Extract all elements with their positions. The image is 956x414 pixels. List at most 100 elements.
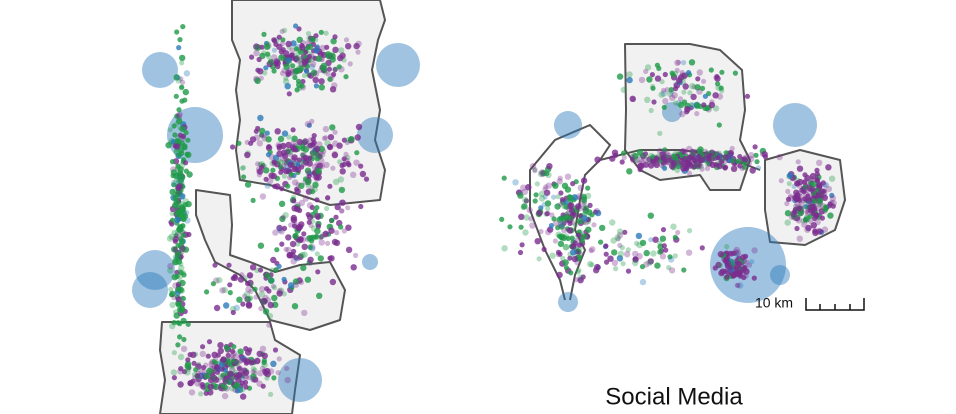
point <box>689 102 696 110</box>
point <box>688 59 696 66</box>
point <box>203 373 210 380</box>
point <box>255 161 261 167</box>
point <box>692 158 698 164</box>
point <box>354 150 360 156</box>
point <box>261 352 268 359</box>
point <box>217 342 224 349</box>
point <box>786 181 792 187</box>
point <box>305 178 312 186</box>
point <box>762 154 769 160</box>
point <box>552 182 559 189</box>
point <box>325 240 331 246</box>
point <box>558 201 564 207</box>
point <box>594 209 602 217</box>
point <box>230 348 236 354</box>
point <box>275 370 281 376</box>
point <box>298 60 305 68</box>
point <box>281 276 287 282</box>
point <box>315 223 321 230</box>
point <box>807 204 814 211</box>
point <box>334 203 341 211</box>
point <box>314 197 320 203</box>
point <box>173 143 181 150</box>
point <box>784 201 790 207</box>
point <box>246 272 254 279</box>
point <box>341 57 347 63</box>
point <box>293 147 299 153</box>
point <box>276 224 283 232</box>
point <box>814 167 820 173</box>
point <box>170 173 176 179</box>
point <box>339 168 346 175</box>
point <box>581 198 588 204</box>
point <box>718 269 725 277</box>
point <box>810 177 816 183</box>
point <box>816 197 823 205</box>
point <box>650 250 657 257</box>
point <box>172 282 179 289</box>
point <box>791 214 797 220</box>
point <box>580 233 588 240</box>
point <box>171 179 178 186</box>
point <box>314 151 321 159</box>
point <box>232 361 238 367</box>
point <box>271 375 277 381</box>
caption: Social Media <box>605 383 743 410</box>
point <box>177 172 183 178</box>
point <box>180 24 186 30</box>
point <box>243 296 251 303</box>
point <box>555 194 561 200</box>
point <box>575 205 583 212</box>
point <box>702 148 709 154</box>
point <box>259 127 266 135</box>
point <box>250 366 256 372</box>
point <box>325 71 331 77</box>
point <box>301 251 308 258</box>
point <box>249 264 257 271</box>
point <box>315 55 322 62</box>
point <box>638 76 646 84</box>
point <box>624 251 631 258</box>
point <box>609 155 616 162</box>
point <box>242 293 248 299</box>
point <box>318 234 324 240</box>
point <box>171 320 177 326</box>
point <box>176 152 182 158</box>
point <box>521 203 528 210</box>
point <box>242 369 250 376</box>
point <box>172 258 179 266</box>
point <box>299 83 305 89</box>
point <box>318 239 325 246</box>
point <box>205 353 211 359</box>
point <box>358 203 364 210</box>
point <box>258 306 264 312</box>
point <box>290 40 297 47</box>
point <box>285 60 293 67</box>
point <box>329 278 337 286</box>
point <box>557 240 565 248</box>
point <box>295 167 302 173</box>
point <box>332 178 340 185</box>
point <box>263 176 269 182</box>
point <box>668 256 675 263</box>
point <box>674 160 682 167</box>
point <box>666 265 672 271</box>
point <box>822 182 828 188</box>
point <box>257 242 265 249</box>
point <box>353 159 360 166</box>
point <box>754 159 760 165</box>
point <box>719 88 725 94</box>
point <box>693 162 700 169</box>
point <box>227 379 233 386</box>
point <box>722 257 729 264</box>
point <box>286 67 293 74</box>
point <box>291 198 297 204</box>
point <box>719 69 725 75</box>
point <box>291 303 299 310</box>
point <box>501 175 507 181</box>
point <box>647 212 654 219</box>
point <box>231 344 237 350</box>
point <box>185 200 192 208</box>
point <box>806 197 813 204</box>
point <box>679 110 686 118</box>
